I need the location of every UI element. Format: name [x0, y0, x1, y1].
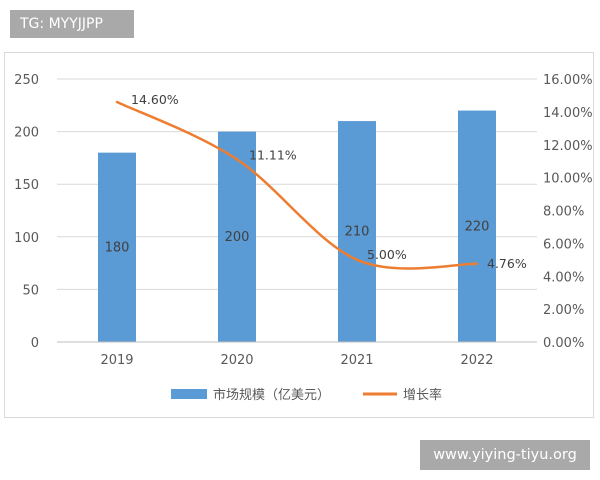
right-tick-label: 12.00% [543, 139, 593, 154]
combo-chart: 0 50 100 150 200 250 0.00% 2.00% 4.00% 6.00% 8.00%… [14, 73, 592, 403]
axes: 0 50 100 150 200 250 0.00% 2.00% 4.00% 6.00% 8.00%… [14, 73, 592, 368]
legend-label-line: 增长率 [403, 387, 442, 403]
line-point-label: 11.11% [249, 147, 297, 162]
chart-frame: 0 50 100 150 200 250 0.00% 2.00% 4.00% 6.00% 8.00%… [4, 52, 594, 418]
left-tick-label: 250 [14, 73, 39, 88]
legend: 市场规模（亿美元） 增长率 [171, 387, 442, 403]
right-tick-label: 16.00% [543, 73, 593, 88]
category-label: 2021 [340, 353, 373, 368]
bars [98, 110, 496, 342]
bar [338, 121, 376, 342]
category-label: 2022 [460, 353, 493, 368]
right-tick-label: 6.00% [543, 237, 584, 252]
bar [98, 152, 136, 342]
growth-line-path [115, 100, 479, 270]
left-tick-label: 100 [14, 231, 39, 246]
line-point-label: 4.76% [487, 256, 527, 271]
right-tick-label: 14.00% [543, 106, 593, 121]
gridlines [57, 78, 537, 290]
right-tick-label: 0.00% [543, 336, 584, 351]
bar-value-label: 200 [225, 230, 250, 245]
bar [458, 110, 496, 342]
category-label: 2020 [220, 353, 253, 368]
growth-line [115, 100, 479, 270]
line-point-label: 14.60% [131, 92, 179, 107]
site-watermark: www.yiying-tiyu.org [420, 440, 590, 470]
bar-value-label: 210 [345, 225, 370, 240]
bar-value-label: 220 [465, 219, 490, 234]
left-tick-label: 50 [22, 283, 39, 298]
right-tick-label: 4.00% [543, 270, 584, 285]
left-tick-label: 0 [31, 336, 39, 351]
left-tick-label: 200 [14, 126, 39, 141]
legend-swatch-bar [171, 389, 207, 399]
category-label: 2019 [100, 353, 133, 368]
bar [218, 131, 256, 342]
right-tick-label: 2.00% [543, 303, 584, 318]
right-tick-label: 10.00% [543, 172, 593, 187]
bar-value-label: 180 [105, 240, 130, 255]
left-tick-label: 150 [14, 178, 39, 193]
data-labels: 180 200 210 220 14.60% 11.11% 5.00% 4.76% [105, 92, 527, 271]
legend-label-bar: 市场规模（亿美元） [213, 387, 330, 403]
line-point-label: 5.00% [367, 247, 407, 262]
watermark-tag: TG: MYYJJPP [10, 10, 134, 38]
right-tick-label: 8.00% [543, 205, 584, 220]
